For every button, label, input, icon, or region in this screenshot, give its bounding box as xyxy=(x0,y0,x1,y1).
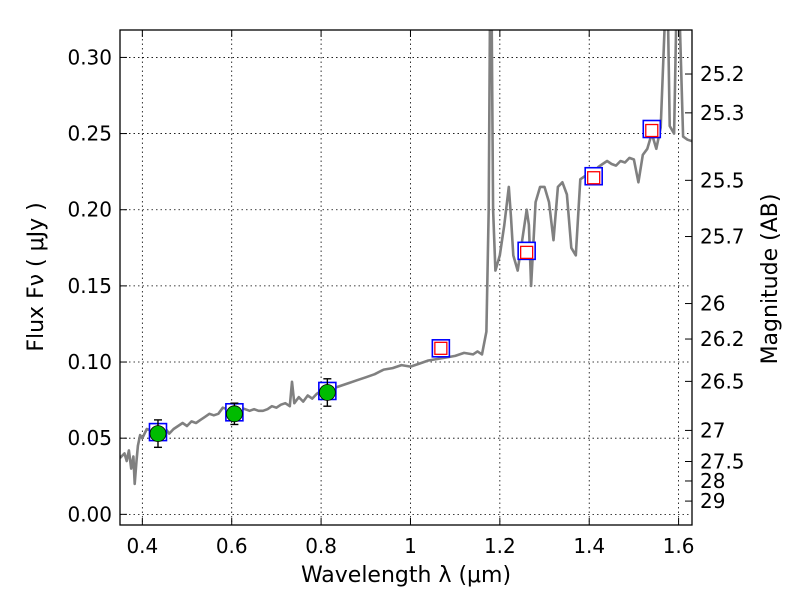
mag-tick-label: 25.5 xyxy=(700,168,745,192)
x-tick-label: 1.4 xyxy=(573,534,605,558)
model-sed-series xyxy=(120,30,692,486)
mag-tick-label: 27.5 xyxy=(700,449,745,473)
observed-flux-point xyxy=(149,425,167,443)
synthetic-flux-square xyxy=(520,245,534,260)
y-tick-label: 0.20 xyxy=(67,198,112,222)
mag-tick-label: 26.5 xyxy=(700,369,745,393)
y-tick-label: 0.25 xyxy=(67,122,112,146)
mag-tick-label: 25.3 xyxy=(700,101,745,125)
y-tick-label: 0.00 xyxy=(67,502,112,526)
sed-line xyxy=(120,30,692,486)
x-tick-label: 1.6 xyxy=(663,534,695,558)
mag-tick-label: 25.7 xyxy=(700,225,745,249)
x-axis-label: Wavelength λ (μm) xyxy=(301,563,511,588)
synthetic-flux-square xyxy=(645,123,659,138)
mag-tick-label: 27 xyxy=(700,418,725,442)
y-tick-label: 0.10 xyxy=(67,350,112,374)
y-tick-label: 0.05 xyxy=(67,426,112,450)
y-axis-right-label: Magnitude (AB) xyxy=(758,194,783,365)
x-tick-label: 0.4 xyxy=(126,534,158,558)
y-tick-label: 0.30 xyxy=(67,45,112,69)
x-axis-ticks: 0.4 0.6 0.8 1 1.2 1.4 1.6 xyxy=(126,30,695,558)
photometry-points xyxy=(148,119,662,449)
y-axis-label: Flux Fν ( μJy ) xyxy=(24,202,49,351)
plot-frame xyxy=(119,29,693,526)
x-tick-label: 0.6 xyxy=(216,534,248,558)
model-flux-square xyxy=(431,339,451,358)
observed-flux-point xyxy=(225,405,243,423)
x-tick-label: 1.2 xyxy=(484,534,516,558)
observed-flux-point xyxy=(318,384,336,401)
synthetic-flux-square xyxy=(434,341,448,355)
x-tick-label: 1 xyxy=(404,534,417,558)
mag-tick-label: 28 xyxy=(700,469,725,493)
grid-lines xyxy=(120,30,692,525)
y-tick-label: 0.15 xyxy=(67,274,112,298)
synthetic-flux-square xyxy=(587,171,601,185)
mag-tick-label: 26 xyxy=(700,292,725,316)
x-tick-label: 0.8 xyxy=(305,534,337,558)
mag-tick-label: 29 xyxy=(700,489,725,513)
mag-tick-label: 26.2 xyxy=(700,327,745,351)
y-axis-ticks: 0.00 0.05 0.10 0.15 0.20 0.25 0.30 xyxy=(67,45,127,526)
mag-tick-label: 25.2 xyxy=(700,62,745,86)
